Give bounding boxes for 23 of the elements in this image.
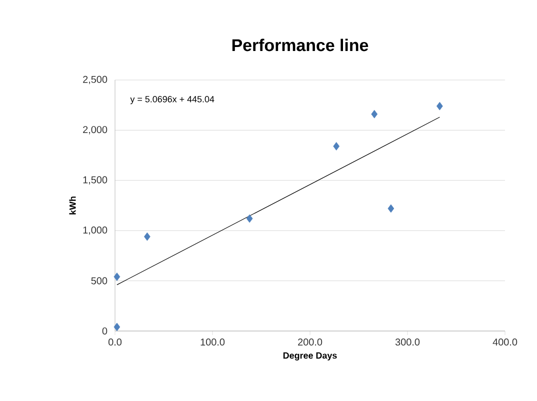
x-tick-label: 200.0 [298,338,322,346]
y-axis-title: kWh [69,196,76,214]
y-tick-label: 2,500 [83,76,108,84]
x-tick-label: 300.0 [395,338,420,346]
point [388,204,394,213]
y-tick-label: 500 [91,277,108,284]
point [333,142,340,150]
x-axis-title: Degree Days [283,352,337,360]
point [371,110,378,118]
y-tick-label: 2,000 [83,126,108,134]
y-tick-label: 1,000 [83,226,108,235]
y-tick-label: 0 [102,327,108,335]
point [144,232,150,241]
point [246,214,253,223]
x-tick-label: 0.0 [108,338,122,346]
point [114,322,120,332]
x-tick-label: 400.0 [492,338,518,346]
x-tick-label: 100.0 [200,338,225,346]
chart-title: Performance line [232,38,368,52]
annotation: y = 5.0696x + 445.04 [130,96,214,104]
point [114,272,120,281]
y-tick-label: 1,500 [83,176,108,185]
point [436,102,443,110]
